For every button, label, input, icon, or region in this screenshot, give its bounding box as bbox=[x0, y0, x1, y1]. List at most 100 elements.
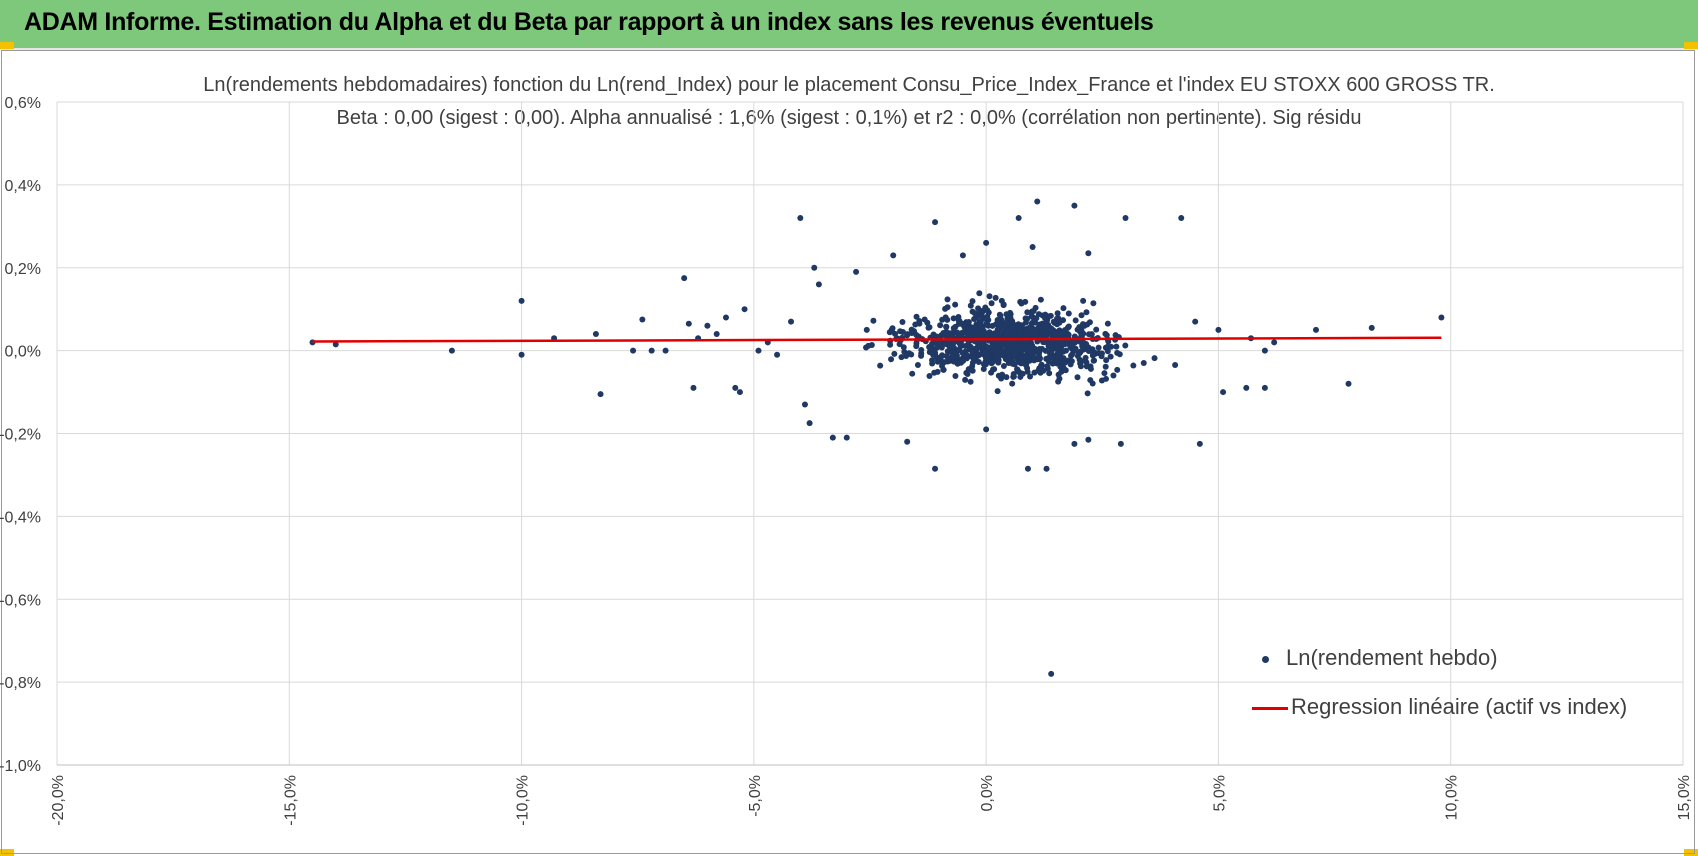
data-point bbox=[992, 294, 999, 301]
data-point bbox=[1029, 308, 1036, 315]
data-point bbox=[1091, 349, 1098, 356]
data-point bbox=[973, 332, 980, 339]
data-point bbox=[1071, 440, 1078, 447]
data-point bbox=[1056, 319, 1063, 326]
data-point bbox=[1027, 345, 1034, 352]
data-point bbox=[901, 348, 908, 355]
data-point bbox=[1058, 368, 1065, 375]
data-point bbox=[1015, 350, 1022, 357]
data-point bbox=[448, 347, 455, 354]
data-point bbox=[1028, 313, 1035, 320]
data-point bbox=[681, 275, 688, 282]
data-point bbox=[975, 344, 982, 351]
data-point bbox=[951, 355, 958, 362]
data-point bbox=[937, 322, 944, 329]
data-point bbox=[929, 357, 936, 364]
data-point bbox=[963, 369, 970, 376]
data-point bbox=[942, 305, 949, 312]
data-point bbox=[1085, 348, 1092, 355]
data-point bbox=[980, 365, 987, 372]
data-point bbox=[908, 351, 915, 358]
data-point bbox=[1010, 340, 1017, 347]
data-point bbox=[913, 331, 920, 338]
data-point bbox=[1015, 323, 1022, 330]
data-point bbox=[1005, 340, 1012, 347]
data-point bbox=[940, 366, 947, 373]
y-tick-label: -0,2% bbox=[0, 427, 41, 444]
data-point bbox=[332, 341, 339, 348]
data-point bbox=[948, 347, 955, 354]
data-point bbox=[1101, 370, 1108, 377]
data-point bbox=[815, 281, 822, 288]
data-point bbox=[988, 300, 995, 307]
data-point bbox=[843, 434, 850, 441]
data-point bbox=[1010, 370, 1017, 377]
data-point bbox=[897, 328, 904, 335]
data-point bbox=[829, 434, 836, 441]
data-point bbox=[978, 308, 985, 315]
data-point bbox=[1047, 343, 1054, 350]
chart-title: Ln(rendements hebdomadaires) fonction du… bbox=[203, 74, 1495, 96]
data-point bbox=[900, 344, 907, 351]
data-point bbox=[898, 354, 905, 361]
data-point bbox=[918, 346, 925, 353]
header-banner: ADAM Informe. Estimation du Alpha et du … bbox=[0, 0, 1698, 50]
data-point bbox=[947, 332, 954, 339]
data-point bbox=[979, 349, 986, 356]
data-point bbox=[1065, 310, 1072, 317]
data-point bbox=[962, 348, 969, 355]
data-point bbox=[1072, 347, 1079, 354]
data-point bbox=[1196, 440, 1203, 447]
data-point bbox=[1024, 309, 1031, 316]
data-point bbox=[1022, 298, 1029, 305]
data-point bbox=[774, 351, 781, 358]
data-point bbox=[1130, 362, 1137, 369]
data-point bbox=[934, 358, 941, 365]
data-point bbox=[1032, 319, 1039, 326]
data-point bbox=[1074, 374, 1081, 381]
data-point bbox=[1015, 215, 1022, 222]
data-point bbox=[1042, 347, 1049, 354]
data-point bbox=[962, 323, 969, 330]
data-point bbox=[913, 313, 920, 320]
data-point bbox=[995, 359, 1002, 366]
data-point bbox=[1037, 296, 1044, 303]
data-point bbox=[1055, 378, 1062, 385]
legend-scatter: Ln(rendement hebdo) bbox=[1262, 645, 1498, 671]
data-point bbox=[1079, 321, 1086, 328]
data-point bbox=[1085, 250, 1092, 257]
data-point bbox=[967, 343, 974, 350]
regression-line bbox=[312, 336, 1442, 343]
data-point bbox=[788, 318, 795, 325]
data-point bbox=[977, 319, 984, 326]
data-point bbox=[1085, 436, 1092, 443]
data-point bbox=[1102, 363, 1109, 370]
data-point bbox=[1112, 332, 1119, 339]
data-point bbox=[1098, 353, 1105, 360]
data-point bbox=[1071, 202, 1078, 209]
x-tick-label: -20,0% bbox=[50, 775, 67, 826]
data-point bbox=[811, 264, 818, 271]
page-title: ADAM Informe. Estimation du Alpha et du … bbox=[24, 8, 1154, 36]
data-point bbox=[741, 306, 748, 313]
data-point bbox=[1069, 351, 1076, 358]
data-point bbox=[924, 319, 931, 326]
data-point bbox=[994, 316, 1001, 323]
data-point bbox=[1345, 380, 1352, 387]
data-point bbox=[982, 354, 989, 361]
legend-scatter-marker bbox=[1262, 655, 1269, 663]
data-point bbox=[950, 315, 957, 322]
x-tick-label: 15,0% bbox=[1676, 775, 1693, 820]
data-point bbox=[1009, 380, 1016, 387]
data-point bbox=[918, 352, 925, 359]
data-point bbox=[1062, 347, 1069, 354]
data-point bbox=[904, 438, 911, 445]
data-point bbox=[1001, 324, 1008, 331]
data-point bbox=[994, 388, 1001, 395]
x-tick-label: 10,0% bbox=[1444, 775, 1461, 820]
data-point bbox=[939, 352, 946, 359]
data-point bbox=[1110, 372, 1117, 379]
x-tick-label: -10,0% bbox=[515, 775, 532, 826]
data-point bbox=[1009, 331, 1016, 338]
data-point bbox=[1090, 300, 1097, 307]
